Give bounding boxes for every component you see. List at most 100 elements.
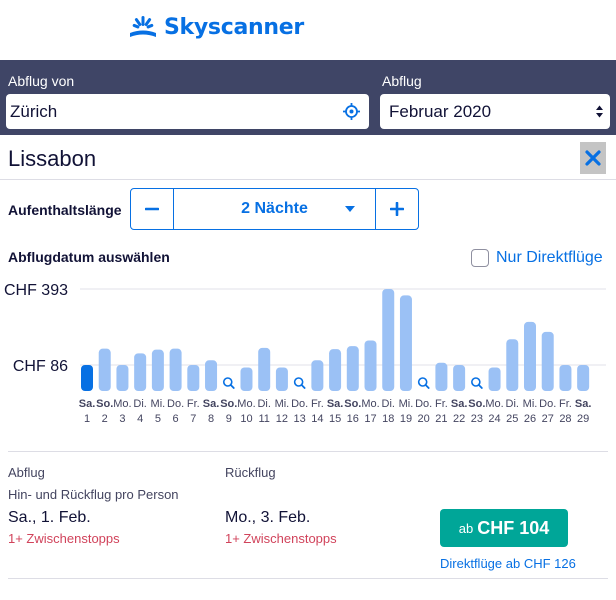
weekday-label: Do.: [291, 398, 308, 410]
price-bar[interactable]: [346, 346, 359, 391]
return-stops: 1+ Zwischenstopps: [225, 531, 337, 546]
weekday-label: Fr.: [187, 398, 200, 410]
search-icon[interactable]: [222, 377, 235, 389]
price-note: Hin- und Rückflug pro Person: [8, 487, 179, 502]
weekday-label: Mi.: [523, 398, 538, 410]
price-calendar-chart: CHF 393 CHF 86 Sa. 1 So. 2 Mo. 3 Di. 4 Mi. 5 Do. 6 Fr.…: [4, 282, 606, 425]
price-bar[interactable]: [364, 340, 377, 391]
price-bar[interactable]: [399, 295, 412, 391]
from-label: Abflug von: [8, 73, 75, 89]
return-label: Rückflug: [225, 465, 276, 480]
date-label: 21: [435, 413, 447, 425]
price-bar[interactable]: [524, 321, 536, 391]
weekday-label: Sa.: [451, 398, 468, 410]
close-button[interactable]: [580, 142, 606, 174]
weekday-label: Di.: [506, 398, 519, 410]
weekday-label: Mi.: [275, 398, 290, 410]
date-label: 1: [84, 413, 90, 425]
weekday-label: Do.: [415, 398, 432, 410]
price-bar[interactable]: [541, 331, 554, 391]
price-button[interactable]: ab CHF 104: [440, 509, 568, 547]
date-label: 29: [577, 413, 589, 425]
price-bar[interactable]: [453, 365, 466, 391]
weekday-label: Sa.: [327, 398, 344, 410]
date-label: 4: [137, 413, 143, 425]
weekday-label: Do.: [167, 398, 184, 410]
weekday-label: Mo.: [113, 398, 131, 410]
destination-header: Lissabon: [0, 138, 616, 180]
date-label: 12: [276, 413, 288, 425]
minus-icon: [145, 207, 159, 211]
price-bar[interactable]: [134, 353, 147, 391]
weekday-label: So.: [96, 398, 113, 410]
date-label: 25: [506, 413, 518, 425]
date-label: 16: [347, 413, 359, 425]
search-icon[interactable]: [417, 377, 430, 389]
date-label: 8: [208, 413, 214, 425]
price-bar[interactable]: [98, 348, 111, 391]
from-value: Zürich: [10, 101, 58, 121]
date-label: 17: [364, 413, 376, 425]
month-select[interactable]: Februar 2020: [380, 94, 610, 129]
price-bar[interactable]: [329, 349, 342, 391]
weekday-label: Mo.: [237, 398, 255, 410]
date-label: 3: [119, 413, 125, 425]
nights-select[interactable]: 2 Nächte: [173, 189, 376, 229]
weekday-label: Mo.: [361, 398, 379, 410]
price-bar[interactable]: [382, 289, 395, 391]
weekday-label: So.: [220, 398, 237, 410]
return-date: Mo., 3. Feb.: [225, 509, 311, 526]
increase-nights-button[interactable]: [376, 189, 418, 229]
outbound-stops: 1+ Zwischenstopps: [8, 531, 120, 546]
price-bar[interactable]: [116, 365, 129, 391]
search-icon[interactable]: [293, 377, 306, 389]
search-panel: Abflug von Zürich Abflug Februar 2020: [0, 60, 616, 135]
price-bar[interactable]: [205, 360, 218, 391]
price-amount: CHF 104: [477, 517, 550, 538]
search-icon[interactable]: [471, 377, 483, 389]
weekday-label: Sa.: [203, 398, 220, 410]
weekday-label: Fr.: [435, 398, 448, 410]
price-bar[interactable]: [559, 365, 572, 391]
price-bar[interactable]: [169, 348, 182, 391]
date-label: 24: [488, 413, 500, 425]
price-axis-label: CHF 393: [4, 282, 68, 299]
price-bar[interactable]: [81, 365, 93, 391]
weekday-label: Sa.: [79, 398, 96, 410]
weekday-label: Fr.: [311, 398, 324, 410]
destination-city: Lissabon: [8, 146, 97, 171]
skyscanner-logo[interactable]: Skyscanner: [128, 12, 304, 42]
divider: [8, 451, 608, 452]
stay-length-stepper: 2 Nächte: [130, 188, 419, 230]
date-label: 10: [240, 413, 252, 425]
direct-only-checkbox[interactable]: [471, 249, 489, 267]
price-bar[interactable]: [240, 367, 253, 391]
date-label: 28: [559, 413, 571, 425]
price-bar[interactable]: [151, 349, 164, 391]
stay-length-label: Aufenthaltslänge: [8, 202, 122, 218]
date-label: 18: [382, 413, 394, 425]
location-target-icon[interactable]: [343, 103, 360, 120]
price-bar[interactable]: [506, 339, 519, 391]
date-label: 13: [294, 413, 306, 425]
decrease-nights-button[interactable]: [131, 189, 173, 229]
direct-only-label[interactable]: Nur Direktflüge: [496, 249, 603, 266]
price-bar[interactable]: [187, 365, 200, 391]
from-field[interactable]: Zürich: [6, 94, 369, 129]
price-bar[interactable]: [275, 367, 288, 391]
price-bar[interactable]: [311, 360, 324, 391]
date-label: 14: [311, 413, 323, 425]
date-label: 6: [173, 413, 179, 425]
direct-flights-price-link[interactable]: Direktflüge ab CHF 126: [440, 556, 576, 571]
sunrise-icon: [130, 16, 156, 37]
date-label: 9: [226, 413, 232, 425]
price-bar[interactable]: [488, 367, 501, 391]
select-arrows-icon: [596, 105, 603, 118]
price-bar[interactable]: [577, 365, 590, 391]
price-bar[interactable]: [258, 347, 271, 391]
weekday-label: Mi.: [399, 398, 414, 410]
direct-only-toggle[interactable]: Nur Direktflüge: [471, 249, 603, 267]
date-label: 27: [542, 413, 554, 425]
outbound-label: Abflug: [8, 465, 45, 480]
price-bar[interactable]: [435, 362, 448, 391]
